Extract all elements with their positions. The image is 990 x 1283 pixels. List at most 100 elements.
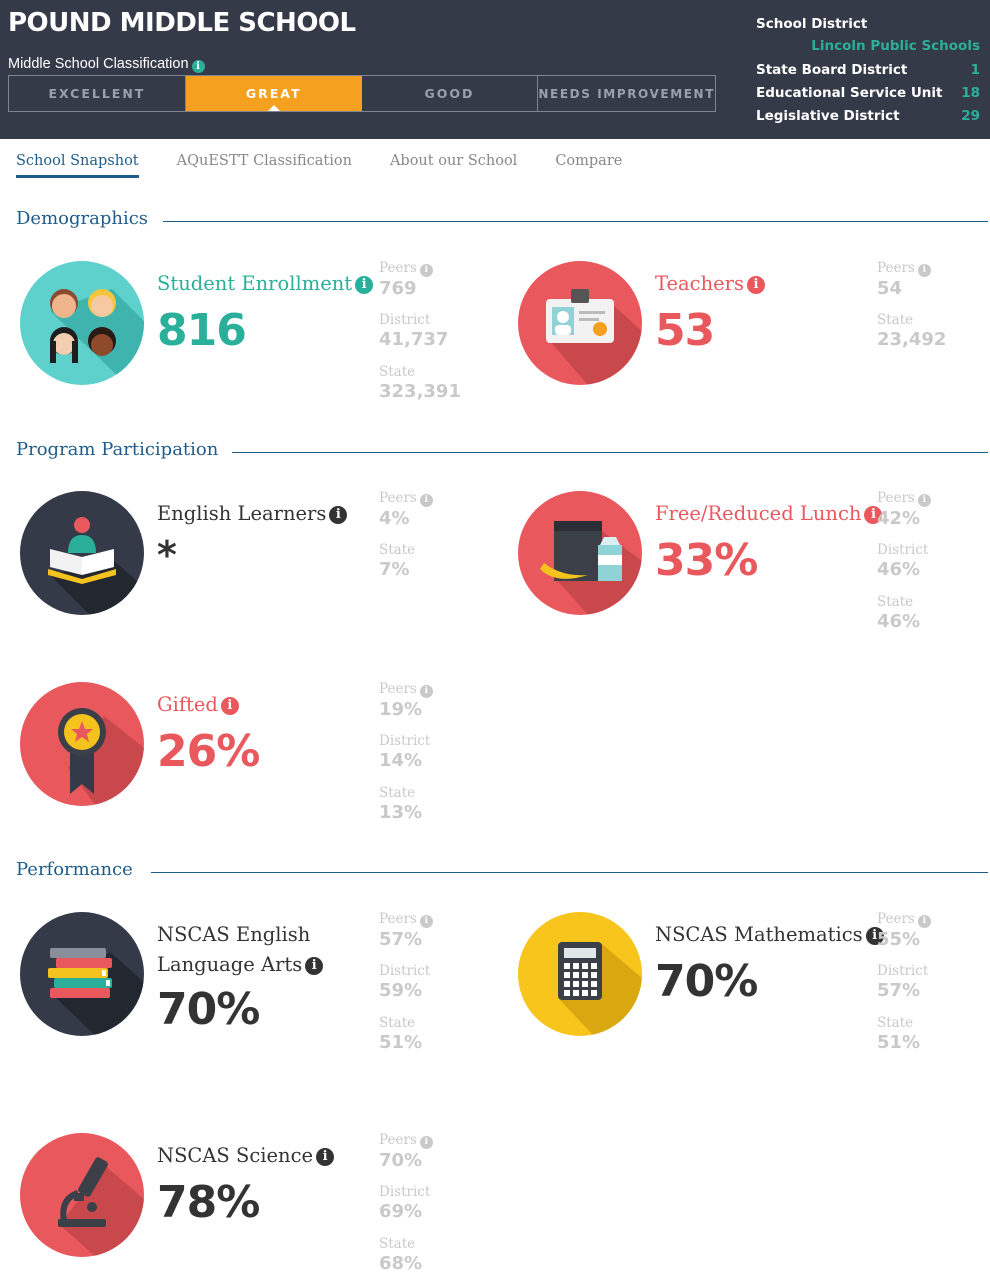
esu-label: Educational Service Unit (756, 84, 943, 101)
section-performance: Performance (16, 859, 133, 880)
state-value: 46% (877, 611, 921, 632)
metric-nscas-ela: NSCAS English Language Arts i 70% Peers i 5… (20, 911, 490, 1062)
district-label: District (379, 963, 431, 979)
classification-great[interactable]: GREAT (185, 76, 362, 111)
peers-comparison: Peers i 55% (877, 911, 931, 963)
id-badge-icon (518, 261, 642, 385)
state-value: 7% (379, 559, 410, 580)
free-lunch-label-text: Free/Reduced Lunch (655, 502, 862, 525)
classification-bar: EXCELLENT GREAT GOOD NEEDS IMPROVEMENT (8, 75, 716, 112)
state-label: State (877, 1015, 914, 1031)
math-value: 70% (655, 956, 758, 1007)
info-icon[interactable]: i (419, 685, 433, 698)
state-value: 23,492 (877, 329, 947, 350)
district-value: 59% (379, 980, 423, 1001)
info-icon[interactable]: i (865, 927, 884, 945)
free-lunch-comparisons: Peers i 42% District 46% State 46% (877, 490, 931, 646)
classification-label-text: Middle School Classification (8, 56, 189, 72)
section-divider (232, 452, 988, 453)
section-divider (163, 221, 988, 222)
info-icon[interactable]: i (419, 915, 433, 928)
tab-aquestt-classification[interactable]: AQuESTT Classification (176, 153, 352, 169)
district-comparison: District 69% (379, 1184, 433, 1236)
tab-about-our-school[interactable]: About our School (389, 153, 518, 169)
state-board-value: 1 (970, 61, 980, 78)
free-lunch-label: Free/Reduced Lunch i (655, 499, 883, 529)
school-district-label-row: School District (756, 12, 980, 35)
state-board-label: State Board District (756, 61, 908, 78)
tab-compare[interactable]: Compare (555, 153, 623, 169)
state-comparison: State 68% (379, 1236, 433, 1276)
enrollment-label-text: Student Enrollment (157, 272, 353, 295)
ela-label: NSCAS English Language Arts i (157, 920, 324, 980)
section-divider (151, 872, 988, 873)
classification-label: Middle School Classification i (8, 56, 205, 73)
page-title: POUND MIDDLE SCHOOL (8, 8, 356, 38)
metric-free-reduced-lunch: Free/Reduced Lunch i 33% Peers i 42% Distri… (518, 490, 988, 641)
metric-english-learners: English Learners i * Peers i 4% State 7% (20, 490, 490, 641)
district-label: District (379, 312, 431, 328)
info-icon[interactable]: i (917, 494, 931, 507)
gifted-label-text: Gifted (157, 693, 218, 716)
peers-comparison: Peers i 42% (877, 490, 931, 542)
teachers-value: 53 (655, 305, 715, 356)
classification-excellent[interactable]: EXCELLENT (9, 76, 186, 111)
enrollment-comparisons: Peers i 769 District 41,737 State 323,391 (379, 260, 461, 416)
peers-label: Peers (877, 911, 915, 927)
ela-value: 70% (157, 984, 260, 1035)
english-learners-label: English Learners i (157, 499, 348, 529)
info-icon[interactable]: i (191, 60, 205, 73)
info-icon[interactable]: i (316, 1148, 335, 1166)
english-learners-value: * (157, 533, 177, 577)
district-value: 46% (877, 559, 921, 580)
peers-comparison: Peers i 769 (379, 260, 461, 312)
teachers-label-text: Teachers (655, 272, 745, 295)
ela-label-line1: NSCAS English (157, 923, 311, 946)
english-learners-label-text: English Learners (157, 502, 327, 525)
district-label: District (877, 542, 929, 558)
peers-comparison: Peers i 4% (379, 490, 433, 542)
tab-school-snapshot[interactable]: School Snapshot (16, 153, 139, 178)
students-icon (20, 261, 144, 385)
book-reader-icon (20, 491, 144, 615)
classification-needs-improvement[interactable]: NEEDS IMPROVEMENT (538, 86, 715, 101)
info-icon[interactable]: i (355, 276, 374, 294)
state-value: 51% (379, 1032, 423, 1053)
peers-label: Peers (877, 260, 915, 276)
peers-value: 70% (379, 1150, 423, 1171)
gifted-comparisons: Peers i 19% District 14% State 13% (379, 681, 433, 837)
english-learners-comparisons: Peers i 4% State 7% (379, 490, 433, 594)
school-district-name[interactable]: Lincoln Public Schools (811, 38, 980, 54)
district-value: 14% (379, 750, 423, 771)
state-label: State (379, 785, 416, 801)
classification-good[interactable]: GOOD (362, 76, 539, 111)
legislative-row: Legislative District 29 (756, 104, 980, 127)
peers-comparison: Peers i 70% (379, 1132, 433, 1184)
peers-label: Peers (379, 490, 417, 506)
info-icon[interactable]: i (220, 697, 239, 715)
peers-label: Peers (379, 260, 417, 276)
legislative-value: 29 (961, 107, 980, 124)
teachers-comparisons: Peers i 54 State 23,492 (877, 260, 946, 364)
metric-teachers: Teachers i 53 Peers i 54 State 23,492 (518, 260, 988, 411)
district-comparison: District 59% (379, 963, 433, 1015)
district-comparison: District 57% (877, 963, 931, 1015)
info-icon[interactable]: i (329, 506, 348, 524)
peers-comparison: Peers i 57% (379, 911, 433, 963)
info-icon[interactable]: i (305, 957, 324, 975)
science-comparisons: Peers i 70% District 69% State 68% (379, 1132, 433, 1276)
info-icon[interactable]: i (419, 264, 433, 277)
state-value: 51% (877, 1032, 921, 1053)
esu-row: Educational Service Unit 18 (756, 81, 980, 104)
info-icon[interactable]: i (419, 494, 433, 507)
section-program-participation: Program Participation (16, 439, 219, 460)
state-comparison: State 23,492 (877, 312, 946, 364)
info-icon[interactable]: i (864, 506, 883, 524)
state-board-row: State Board District 1 (756, 58, 980, 81)
state-comparison: State 46% (877, 594, 931, 646)
info-icon[interactable]: i (917, 915, 931, 928)
info-icon[interactable]: i (747, 276, 766, 294)
info-icon[interactable]: i (419, 1136, 433, 1149)
info-icon[interactable]: i (917, 264, 931, 277)
peers-value: 4% (379, 508, 410, 529)
